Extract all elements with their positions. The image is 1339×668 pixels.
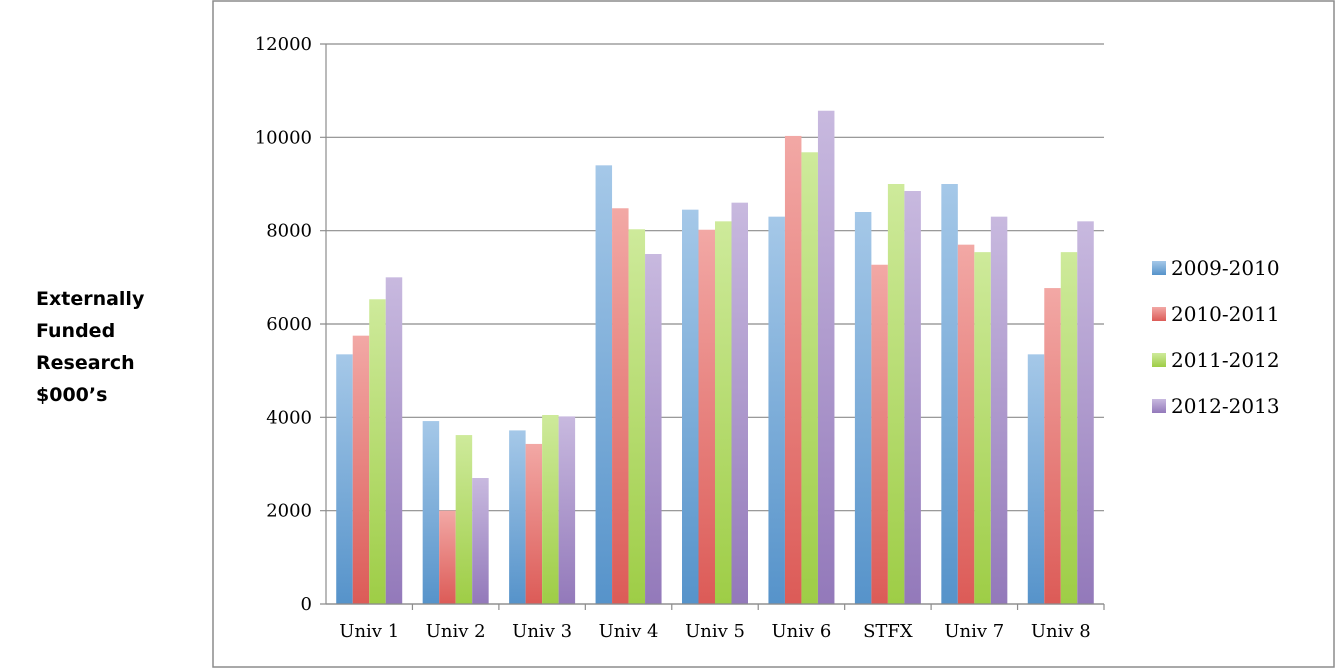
bar xyxy=(768,216,785,604)
y-tick-labels: 0 2000 4000 6000 8000 10000 12000 xyxy=(255,34,312,615)
bar xyxy=(352,335,370,604)
bar xyxy=(871,264,888,604)
y-axis-label-line-1: Externally xyxy=(36,288,145,310)
bar xyxy=(698,229,715,604)
y-axis-label: Externally Funded Research $000’s xyxy=(36,283,186,411)
bar xyxy=(854,212,872,604)
bar xyxy=(628,229,646,604)
axes xyxy=(325,44,1105,610)
bar xyxy=(941,184,958,604)
bar xyxy=(1044,288,1061,604)
y-axis-label-line-4: $000’s xyxy=(36,384,108,406)
bar xyxy=(509,430,526,604)
x-tick-label: Univ 7 xyxy=(944,621,1004,642)
legend-swatch xyxy=(1152,261,1166,275)
bar xyxy=(957,244,975,604)
bar xyxy=(595,165,613,605)
y-axis-label-line-2: Funded xyxy=(36,320,116,342)
legend-swatch xyxy=(1152,399,1166,413)
legend-swatch xyxy=(1152,307,1166,321)
bar xyxy=(472,478,489,604)
bar xyxy=(439,510,456,604)
legend-label: 2012-2013 xyxy=(1171,394,1280,418)
legend-label: 2011-2012 xyxy=(1171,348,1280,372)
x-tick-label: Univ 5 xyxy=(685,621,745,642)
bar xyxy=(612,208,629,604)
bar xyxy=(1060,252,1078,604)
bar xyxy=(801,152,818,604)
bar xyxy=(542,415,559,604)
bars xyxy=(336,110,1094,605)
x-tick-label: STFX xyxy=(863,621,913,642)
bar xyxy=(682,209,699,604)
bar xyxy=(817,110,835,604)
bar xyxy=(455,435,473,604)
bar xyxy=(1027,354,1045,604)
x-tick-label: Univ 6 xyxy=(772,621,832,642)
y-tick-label: 4000 xyxy=(266,407,312,428)
bar xyxy=(336,354,353,604)
y-tick-label: 10000 xyxy=(255,127,312,148)
bar xyxy=(525,443,543,604)
bar xyxy=(715,221,732,605)
x-tick-label: Univ 8 xyxy=(1031,621,1091,642)
y-tick-label: 6000 xyxy=(266,314,312,335)
bar xyxy=(904,191,921,604)
y-tick-label: 12000 xyxy=(255,34,312,55)
bar xyxy=(645,254,662,604)
legend-label: 2009-2010 xyxy=(1171,256,1280,280)
legend: 2009-2010 2010-2011 2011-2012 2012-2013 xyxy=(1152,256,1280,418)
bar xyxy=(887,184,905,604)
bar xyxy=(990,216,1008,604)
legend-label: 2010-2011 xyxy=(1171,302,1280,326)
bar xyxy=(422,421,440,604)
x-tick-label: Univ 2 xyxy=(426,621,486,642)
bar xyxy=(558,416,576,604)
legend-swatch xyxy=(1152,353,1166,367)
y-axis-label-line-3: Research xyxy=(36,352,135,374)
x-tick-labels: Univ 1 Univ 2 Univ 3 Univ 4 Univ 5 Univ 6 STFX… xyxy=(339,621,1090,642)
bar xyxy=(974,252,991,604)
bar xyxy=(385,277,403,604)
bar xyxy=(731,202,748,604)
x-tick-label: Univ 4 xyxy=(599,621,659,642)
y-tick-label: 2000 xyxy=(266,501,312,522)
y-tick-label: 0 xyxy=(301,594,312,615)
bar xyxy=(1077,221,1094,605)
x-tick-label: Univ 1 xyxy=(339,621,399,642)
bar xyxy=(784,135,802,604)
x-tick-label: Univ 3 xyxy=(512,621,572,642)
bar xyxy=(369,299,386,604)
y-tick-label: 8000 xyxy=(266,221,312,242)
